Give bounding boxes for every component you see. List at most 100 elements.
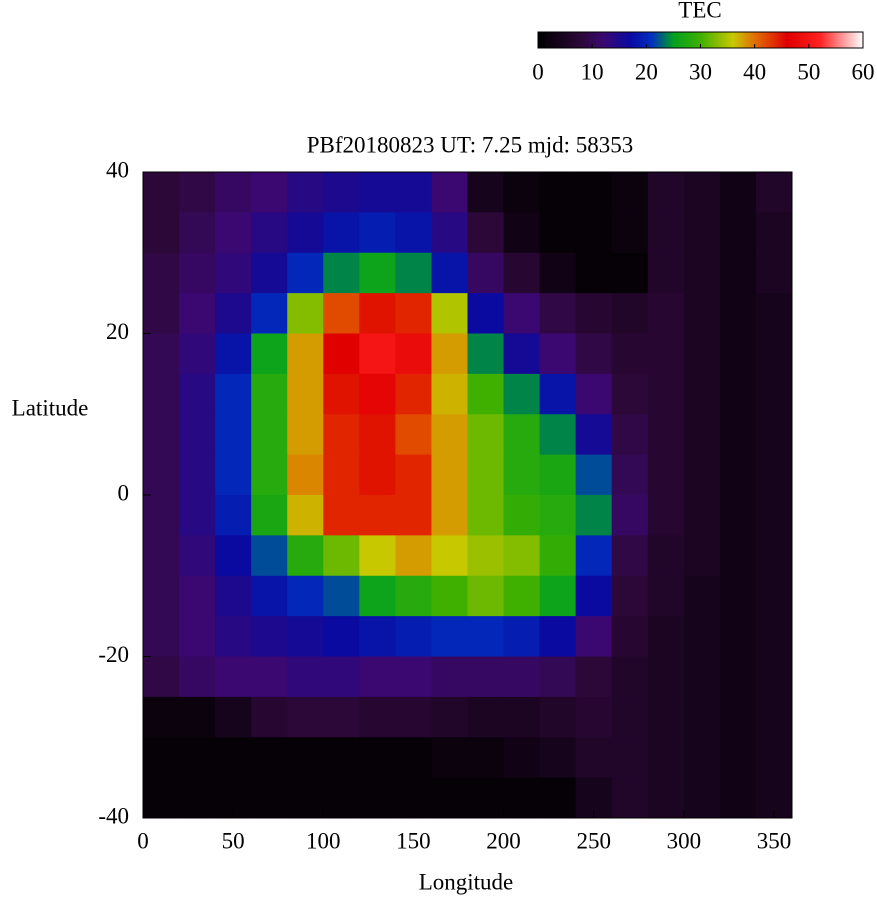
heat-cell [431, 212, 468, 254]
heat-cell [647, 212, 685, 254]
heat-cell [683, 495, 721, 536]
heat-cell [323, 373, 360, 415]
heat-cell [323, 333, 360, 375]
heat-cell [683, 535, 721, 577]
heat-cell [611, 575, 649, 617]
heat-cell [611, 696, 649, 738]
heat-cell [251, 293, 288, 334]
heat-cell [431, 172, 468, 213]
x-tick-label: 200 [486, 828, 521, 853]
heat-cell [755, 252, 793, 294]
heat-cell [359, 252, 396, 294]
heat-cell [503, 293, 541, 334]
heat-cell [431, 252, 468, 294]
heat-cell [287, 535, 324, 577]
heat-cell [251, 737, 288, 779]
heat-cell [683, 293, 721, 334]
heat-cell [143, 212, 180, 254]
heat-cell [755, 535, 793, 577]
heat-cell [575, 172, 613, 213]
heat-cell [143, 454, 180, 496]
heat-cell [503, 333, 541, 375]
heat-cell [179, 696, 216, 738]
heat-cell [611, 495, 649, 536]
x-axis-label: Longitude [419, 869, 514, 894]
heat-cell [575, 333, 613, 375]
heat-cell [251, 454, 288, 496]
heat-cell [503, 495, 541, 536]
heat-cell [719, 454, 757, 496]
heat-cell [395, 212, 432, 254]
heat-cell [215, 414, 252, 456]
heat-cell [503, 212, 541, 254]
heat-cell [359, 535, 396, 577]
heat-cell [395, 656, 432, 698]
x-tick-label: 50 [222, 828, 245, 853]
heat-cell [647, 252, 685, 294]
heat-cell [359, 696, 396, 738]
heat-cell [323, 737, 360, 779]
heat-cell [287, 373, 324, 415]
heat-cell [467, 696, 505, 738]
y-tick-label: 20 [106, 319, 129, 344]
heat-cell [719, 212, 757, 254]
heat-cell [179, 333, 216, 375]
heat-cell [251, 656, 288, 698]
heat-cell [215, 737, 252, 779]
x-tick-label: 150 [396, 828, 431, 853]
x-tick-label: 250 [576, 828, 611, 853]
heat-cell [503, 656, 541, 698]
heat-cell [143, 575, 180, 617]
heat-cell [143, 777, 180, 819]
heat-cell [467, 737, 505, 779]
heat-cell [287, 333, 324, 375]
heat-cell [539, 777, 577, 819]
heat-cell [467, 333, 505, 375]
y-tick-label: -20 [98, 642, 129, 667]
heat-cell [611, 616, 649, 657]
heat-cell [431, 737, 468, 779]
heat-cell [323, 454, 360, 496]
heat-cell [719, 737, 757, 779]
heat-cell [755, 616, 793, 657]
heat-cell [539, 414, 577, 456]
heat-cell [287, 212, 324, 254]
heat-cell [683, 212, 721, 254]
heat-cell [251, 212, 288, 254]
heat-cell [575, 656, 613, 698]
heat-cell [179, 454, 216, 496]
heat-cell [251, 333, 288, 375]
heat-cell [539, 212, 577, 254]
heat-cell [395, 333, 432, 375]
heat-cell [539, 252, 577, 294]
heat-cell [539, 454, 577, 496]
heat-cell [251, 696, 288, 738]
heat-cell [611, 737, 649, 779]
heat-cell [683, 172, 721, 213]
heat-cell [683, 616, 721, 657]
y-tick-label: 40 [106, 157, 129, 182]
heat-cell [359, 293, 396, 334]
heat-cell [755, 656, 793, 698]
heat-cell [683, 575, 721, 617]
heat-cell [503, 575, 541, 617]
heat-cell [215, 252, 252, 294]
heat-cell [143, 333, 180, 375]
heat-cell [647, 495, 685, 536]
heat-cell [215, 373, 252, 415]
heat-cell [503, 454, 541, 496]
heat-cell [359, 616, 396, 657]
heat-cell [179, 495, 216, 536]
heat-cell [287, 495, 324, 536]
heat-cell [395, 293, 432, 334]
heat-cell [251, 373, 288, 415]
heat-cell [683, 656, 721, 698]
colorbar-tick-label: 40 [743, 59, 766, 84]
heat-cell [719, 777, 757, 819]
heat-cell [395, 252, 432, 294]
heat-cell [539, 737, 577, 779]
heat-cell [143, 252, 180, 294]
heat-cell [503, 696, 541, 738]
heat-cell [395, 414, 432, 456]
heat-cell [179, 535, 216, 577]
